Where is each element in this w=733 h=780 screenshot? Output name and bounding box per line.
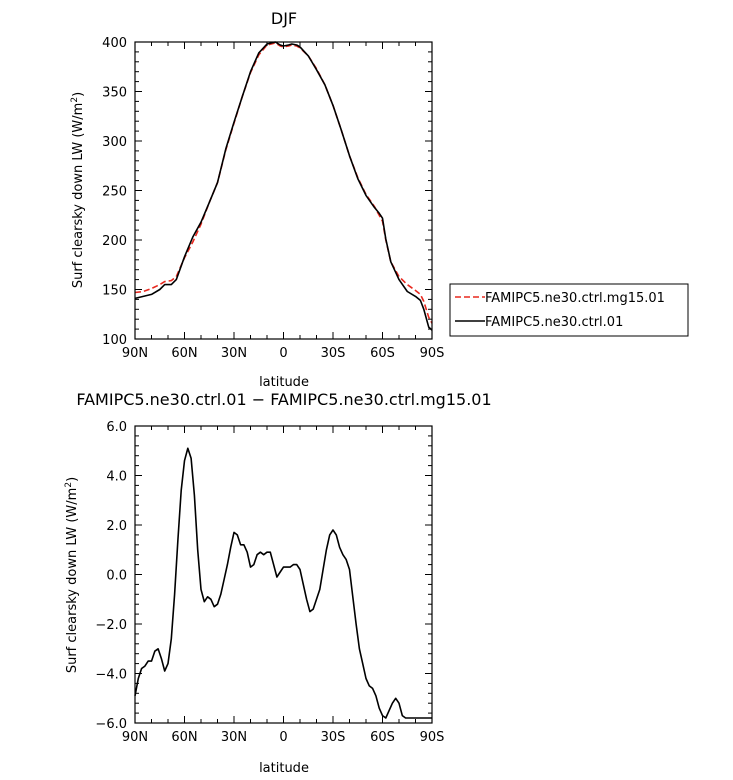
series-line-0-0 — [134, 42, 433, 324]
top-panel-ticks: 90N 60N 30N 0 30S 60S 90S 100 150 200 250 300 350 400 — [102, 36, 444, 361]
y-tick-label: 400 — [102, 36, 127, 51]
bottom-panel-title: FAMIPC5.ne30.ctrl.01 − FAMIPC5.ne30.ctrl… — [76, 390, 491, 409]
y-tick-label: 200 — [102, 234, 127, 249]
y-tick-label: −6.0 — [95, 717, 127, 732]
x-tick-label: 90N — [122, 346, 148, 361]
bottom-panel-frame — [134, 425, 433, 724]
y-tick-label: −2.0 — [95, 618, 127, 633]
x-tick-label: 60S — [370, 730, 395, 745]
x-tick-label: 60N — [171, 346, 197, 361]
legend: FAMIPC5.ne30.ctrl.mg15.01 FAMIPC5.ne30.c… — [449, 283, 689, 337]
top-panel-frame — [134, 41, 433, 340]
y-tick-label: 0.0 — [106, 569, 127, 584]
series-line-0-1 — [134, 41, 433, 331]
y-tick-label: 6.0 — [106, 420, 127, 435]
top-panel-ylabel: Surf clearsky down LW (W/m2) — [70, 92, 86, 288]
x-tick-label: 90N — [122, 730, 148, 745]
legend-label-mg15: FAMIPC5.ne30.ctrl.mg15.01 — [485, 291, 665, 306]
x-tick-label: 30N — [221, 346, 247, 361]
series-line-1-0 — [134, 447, 432, 719]
bottom-panel-ticks: 90N 60N 30N 0 30S 60S 90S −6.0 −4.0 −2.0 0.0 2.0 4.0… — [95, 420, 444, 745]
y-tick-label: −4.0 — [95, 668, 127, 683]
top-panel: DJF 90N 60N 30N 0 30S 60S 90S 100 150 200 250 300 35… — [70, 9, 444, 390]
top-panel-title: DJF — [271, 9, 297, 28]
bottom-panel: FAMIPC5.ne30.ctrl.01 − FAMIPC5.ne30.ctrl… — [64, 390, 492, 776]
x-tick-label: 60N — [171, 730, 197, 745]
y-tick-label: 2.0 — [106, 519, 127, 534]
x-tick-label: 0 — [279, 346, 287, 361]
bottom-panel-xlabel: latitude — [259, 761, 309, 776]
x-tick-label: 90S — [420, 346, 445, 361]
x-tick-label: 30N — [221, 730, 247, 745]
x-tick-label: 90S — [420, 730, 445, 745]
y-tick-label: 100 — [102, 333, 127, 348]
x-tick-label: 60S — [370, 346, 395, 361]
bottom-panel-series — [134, 447, 432, 719]
top-panel-xlabel: latitude — [259, 375, 309, 390]
bottom-panel-ylabel: Surf clearsky down LW (W/m2) — [64, 477, 80, 673]
top-panel-series — [134, 41, 433, 331]
legend-box — [449, 283, 689, 337]
y-tick-label: 350 — [102, 86, 127, 101]
y-tick-label: 250 — [102, 185, 127, 200]
x-tick-label: 0 — [279, 730, 287, 745]
y-tick-label: 300 — [102, 135, 127, 150]
x-tick-label: 30S — [321, 346, 346, 361]
x-tick-label: 30S — [321, 730, 346, 745]
y-tick-label: 150 — [102, 284, 127, 299]
y-tick-label: 4.0 — [106, 470, 127, 485]
legend-label-ctrl: FAMIPC5.ne30.ctrl.01 — [485, 315, 623, 330]
